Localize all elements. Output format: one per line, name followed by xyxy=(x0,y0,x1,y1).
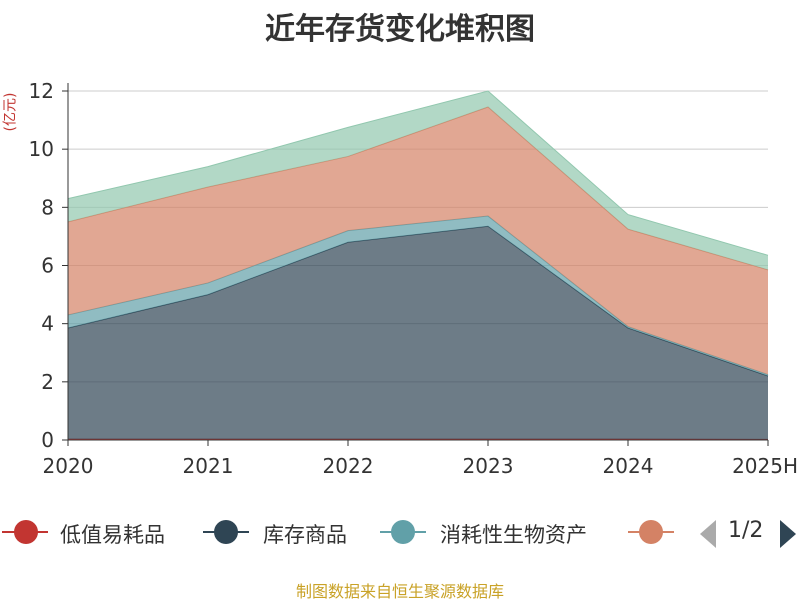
legend-prev-page-icon[interactable] xyxy=(700,520,716,548)
y-tick-label: 0 xyxy=(41,428,54,452)
legend-pager: 1/2 xyxy=(700,514,800,550)
x-tick-label: 2020 xyxy=(43,454,94,478)
x-tick-label: 2023 xyxy=(463,454,514,478)
data-source-note: 制图数据来自恒生聚源数据库 xyxy=(0,578,800,602)
y-tick-label: 10 xyxy=(29,137,54,161)
x-tick-label: 2022 xyxy=(323,454,374,478)
legend-label: 库存商品 xyxy=(263,519,347,549)
y-tick-label: 6 xyxy=(41,254,54,278)
legend-next-page-icon[interactable] xyxy=(780,520,796,548)
x-tick-label: 2024 xyxy=(603,454,654,478)
y-tick-label: 12 xyxy=(29,79,54,103)
legend-label: 低值易耗品 xyxy=(60,519,165,549)
x-tick-label: 2025H xyxy=(732,454,798,478)
legend-label: 消耗性生物资产 xyxy=(440,519,587,549)
legend-dot-icon xyxy=(214,520,238,544)
legend: 低值易耗品 库存商品 消耗性生物资产 xyxy=(0,514,800,550)
legend-dot-icon xyxy=(639,520,663,544)
y-tick-label: 8 xyxy=(41,195,54,219)
x-tick-label: 2021 xyxy=(183,454,234,478)
legend-page-indicator: 1/2 xyxy=(728,518,763,543)
legend-dot-icon xyxy=(14,520,38,544)
legend-dot-icon xyxy=(391,520,415,544)
y-tick-label: 2 xyxy=(41,370,54,394)
y-tick-label: 4 xyxy=(41,312,54,336)
